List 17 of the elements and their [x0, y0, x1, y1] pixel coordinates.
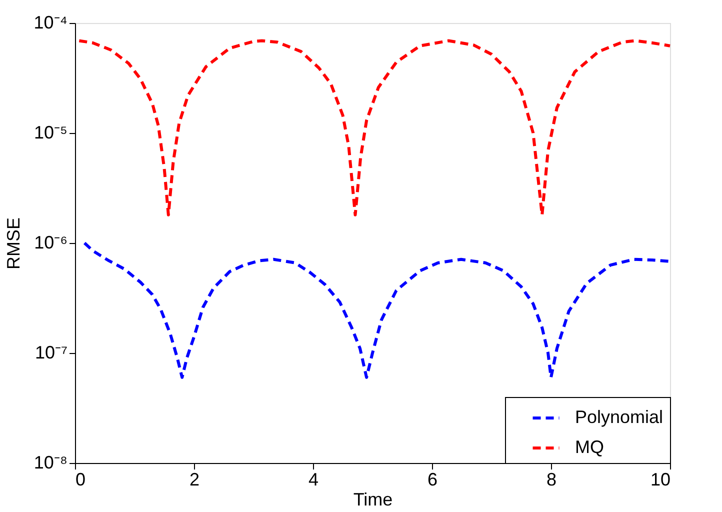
x-tick-label: 8: [546, 470, 557, 490]
x-tick-label: 4: [308, 470, 319, 490]
line-series: [83, 242, 672, 379]
x-tick-label: 10: [650, 470, 670, 490]
x-tick-label: 0: [76, 470, 86, 490]
y-tick-label: 10⁻⁶: [34, 232, 68, 252]
y-tick-label: 10⁻⁷: [34, 342, 68, 362]
x-axis-title: Time: [353, 490, 393, 510]
line-series: [78, 39, 672, 216]
y-tick-label: 10⁻⁴: [34, 12, 68, 32]
y-tick-label: 10⁻⁸: [34, 452, 68, 472]
x-tick-label: 6: [427, 470, 438, 490]
legend-label: MQ: [575, 437, 604, 457]
x-tick-label: 2: [189, 470, 200, 490]
legend-label: Polynomial: [575, 407, 664, 427]
y-axis-title: RMSE: [4, 217, 24, 270]
y-tick-label: 10⁻⁵: [34, 122, 68, 142]
